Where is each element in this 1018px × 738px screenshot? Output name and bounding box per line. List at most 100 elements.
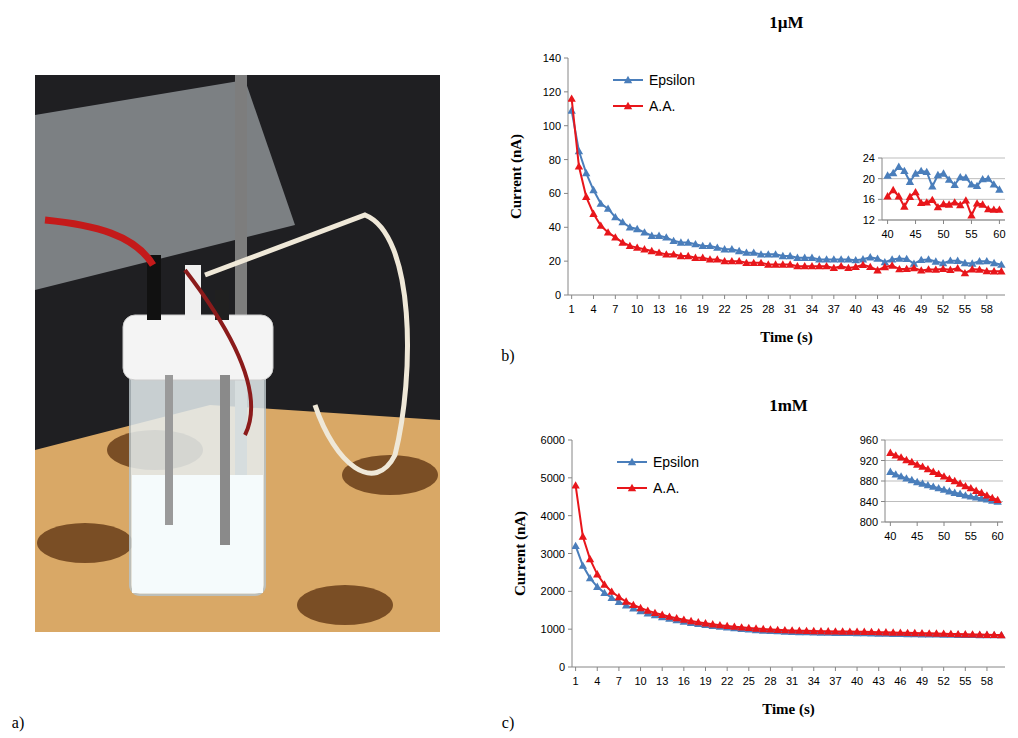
series-marker bbox=[579, 561, 587, 568]
series-marker bbox=[572, 481, 580, 488]
x-tick-label: 55 bbox=[959, 303, 971, 315]
series-marker bbox=[951, 477, 959, 484]
series-marker bbox=[978, 200, 986, 207]
series-marker bbox=[691, 240, 699, 247]
y-tick bbox=[878, 199, 882, 200]
photo-electrode bbox=[165, 375, 173, 525]
series-marker bbox=[766, 625, 774, 632]
series-marker bbox=[757, 259, 765, 266]
series-marker bbox=[600, 589, 608, 596]
series-marker bbox=[953, 264, 961, 271]
series-marker bbox=[680, 616, 688, 623]
chart: 1µMb)Current (nA)Time (s)020406080100120… bbox=[501, 13, 1005, 365]
series-marker bbox=[750, 248, 758, 255]
x-tick bbox=[970, 522, 971, 526]
x-tick bbox=[971, 220, 972, 224]
series-marker bbox=[913, 460, 921, 467]
series-marker bbox=[720, 245, 728, 252]
series-marker bbox=[995, 205, 1003, 212]
x-tick bbox=[811, 295, 812, 299]
series-marker bbox=[886, 468, 894, 475]
x-tick-label: 60 bbox=[992, 530, 1004, 542]
series-marker bbox=[716, 621, 724, 628]
series-marker bbox=[851, 263, 859, 270]
legend-label: A.A. bbox=[649, 98, 675, 114]
series-marker bbox=[786, 252, 794, 259]
series-marker bbox=[694, 618, 702, 625]
series-marker bbox=[582, 169, 590, 176]
series-marker bbox=[897, 472, 905, 479]
series-marker bbox=[626, 242, 634, 249]
y-tick bbox=[878, 158, 882, 159]
series-marker bbox=[728, 257, 736, 264]
series-marker bbox=[779, 252, 787, 259]
series-marker bbox=[968, 630, 976, 637]
y-tick bbox=[881, 460, 885, 461]
x-tick-label: 1 bbox=[569, 303, 575, 315]
x-tick-label: 43 bbox=[871, 303, 883, 315]
x-tick-label: 60 bbox=[993, 228, 1005, 240]
y-tick bbox=[568, 553, 572, 554]
x-tick bbox=[662, 667, 663, 671]
grid-line bbox=[885, 440, 1003, 441]
y-tick-label: 16 bbox=[863, 193, 875, 205]
x-tick bbox=[915, 220, 916, 224]
series-marker bbox=[655, 232, 663, 239]
x-tick bbox=[593, 295, 594, 299]
series-marker bbox=[622, 597, 630, 604]
series-marker bbox=[618, 218, 626, 225]
series-marker bbox=[611, 213, 619, 220]
y-tick bbox=[564, 295, 568, 296]
series-marker bbox=[582, 193, 590, 200]
x-tick-label: 22 bbox=[718, 303, 730, 315]
x-tick bbox=[833, 295, 834, 299]
series-marker bbox=[897, 453, 905, 460]
legend-marker bbox=[624, 76, 632, 83]
series-marker bbox=[597, 221, 605, 228]
series-marker bbox=[940, 472, 948, 479]
series-marker bbox=[886, 449, 894, 456]
series-marker bbox=[640, 245, 648, 252]
series-marker bbox=[990, 267, 998, 274]
series-marker bbox=[892, 470, 900, 477]
series-marker bbox=[607, 588, 615, 595]
series-marker bbox=[906, 178, 914, 185]
plot-area bbox=[883, 163, 1003, 219]
series-marker bbox=[846, 627, 854, 634]
series-marker bbox=[822, 255, 830, 262]
series-marker bbox=[983, 257, 991, 264]
x-tick bbox=[575, 667, 576, 671]
series-marker bbox=[745, 624, 753, 631]
x-tick bbox=[964, 295, 965, 299]
x-tick bbox=[878, 667, 879, 671]
series-marker bbox=[665, 612, 673, 619]
x-tick bbox=[615, 295, 616, 299]
series-marker bbox=[633, 243, 641, 250]
series-marker bbox=[735, 257, 743, 264]
series-marker bbox=[903, 629, 911, 636]
series-marker bbox=[896, 628, 904, 635]
series-marker bbox=[961, 269, 969, 276]
x-tick bbox=[683, 667, 684, 671]
series-marker bbox=[737, 623, 745, 630]
panel-label: a) bbox=[12, 714, 24, 732]
series-marker bbox=[817, 627, 825, 634]
inset-background bbox=[857, 432, 1011, 548]
x-tick-label: 10 bbox=[631, 303, 643, 315]
series-marker bbox=[873, 254, 881, 261]
series-marker bbox=[956, 479, 964, 486]
x-tick bbox=[890, 522, 891, 526]
y-tick bbox=[878, 220, 882, 221]
x-tick bbox=[746, 295, 747, 299]
series-marker bbox=[911, 188, 919, 195]
x-tick bbox=[986, 667, 987, 671]
series-marker bbox=[973, 182, 981, 189]
series-marker bbox=[838, 627, 846, 634]
y-tick-label: 4000 bbox=[541, 510, 565, 522]
x-axis-line bbox=[568, 295, 1005, 296]
x-tick-label: 49 bbox=[915, 303, 927, 315]
series-marker bbox=[984, 174, 992, 181]
series-marker bbox=[932, 257, 940, 264]
series-marker bbox=[918, 462, 926, 469]
x-tick-label: 28 bbox=[762, 303, 774, 315]
